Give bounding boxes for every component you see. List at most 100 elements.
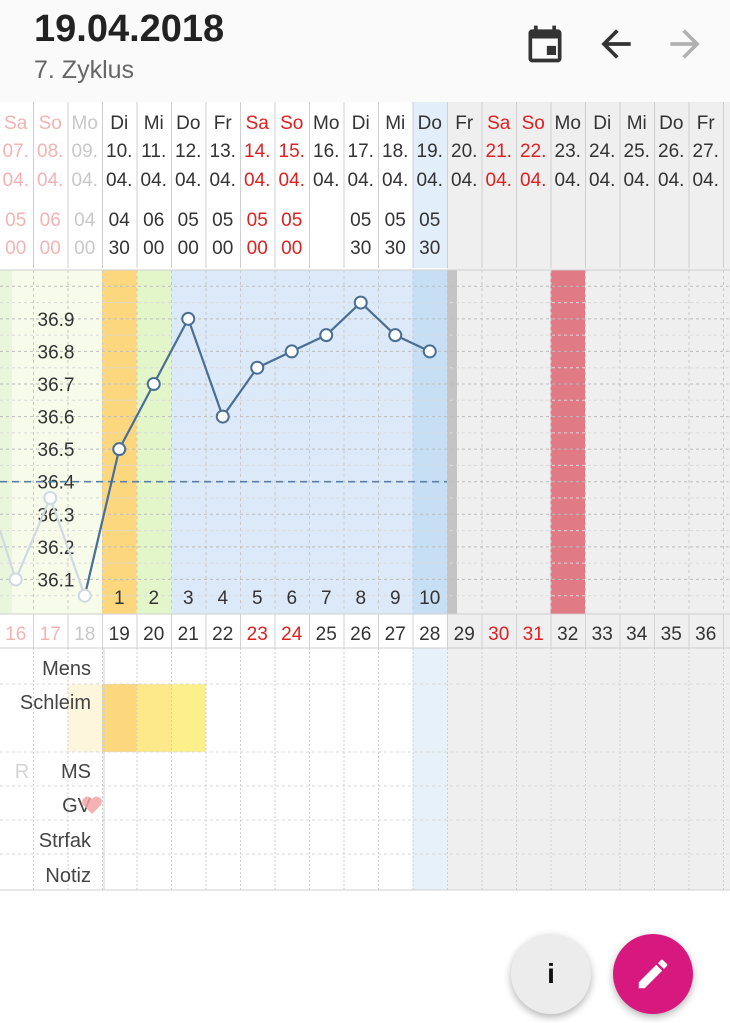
- day-month: 04.: [3, 170, 29, 191]
- high-phase-counter: 4: [217, 588, 228, 609]
- cycle-day-number: 19: [109, 624, 130, 645]
- day-date: 08.: [37, 141, 63, 162]
- row-label-schleim: Schleim: [20, 692, 91, 714]
- high-phase-counter: 5: [252, 588, 263, 609]
- high-phase-counter: 3: [183, 588, 194, 609]
- day-weekday: Do: [176, 113, 200, 134]
- cycle-subtitle: 7. Zyklus: [34, 56, 135, 84]
- day-month: 04.: [451, 170, 477, 191]
- day-month: 04.: [106, 170, 132, 191]
- measure-hour: 04: [109, 210, 131, 231]
- day-month: 04.: [624, 170, 650, 191]
- day-month: 04.: [589, 170, 615, 191]
- arrow-back-icon[interactable]: [594, 22, 638, 66]
- fertile-day1-bg: [102, 270, 137, 614]
- cycle-day-number: 23: [247, 624, 268, 645]
- temperature-point: [215, 409, 230, 424]
- cycle-day-number: 31: [523, 624, 544, 645]
- day-weekday: Mo: [72, 113, 98, 134]
- y-tick-label: 36.5: [38, 440, 75, 461]
- day-month: 04.: [693, 170, 719, 191]
- measure-minute: 00: [178, 238, 199, 259]
- cycle-day-number: 26: [350, 624, 371, 645]
- day-date: 12.: [175, 141, 201, 162]
- today-header-bg: [412, 102, 447, 268]
- high-phase-counter: 6: [286, 588, 297, 609]
- cycle-day-number: 34: [626, 624, 648, 645]
- day-weekday: Do: [659, 113, 683, 134]
- edit-button[interactable]: [613, 934, 693, 1014]
- measure-minute: 00: [212, 238, 233, 259]
- measure-minute: 00: [281, 238, 302, 259]
- temperature-point: [77, 588, 92, 603]
- day-month: 04.: [72, 170, 98, 191]
- day-date: 18.: [382, 141, 408, 162]
- measure-minute: 00: [40, 238, 61, 259]
- y-tick-label: 36.8: [38, 342, 75, 363]
- row-label-notiz: Notiz: [45, 865, 91, 887]
- day-month: 04.: [141, 170, 167, 191]
- measure-hour: 05: [212, 210, 233, 231]
- day-date: 09.: [72, 141, 98, 162]
- temperature-point: [8, 572, 23, 587]
- y-tick-label: 36.7: [38, 375, 75, 396]
- cycle-day-number: 17: [40, 624, 61, 645]
- high-phase-counter: 7: [321, 588, 332, 609]
- day-weekday: Di: [593, 113, 611, 134]
- measure-minute: 00: [247, 238, 268, 259]
- day-month: 04.: [555, 170, 581, 191]
- day-month: 04.: [382, 170, 408, 191]
- fertile-day2-bg: [136, 270, 172, 614]
- day-weekday: Fr: [697, 113, 716, 134]
- day-date: 15.: [279, 141, 305, 162]
- row-label-ms: MS: [61, 761, 91, 783]
- cycle-day-number: 25: [316, 624, 337, 645]
- temperature-point: [43, 491, 58, 505]
- measure-minute: 00: [5, 238, 26, 259]
- day-date: 19.: [417, 141, 443, 162]
- measure-minute: 30: [109, 238, 130, 259]
- cycle-day-number: 16: [5, 624, 26, 645]
- high-phase-counter: 9: [390, 588, 401, 609]
- temperature-point: [388, 328, 403, 343]
- day-month: 04.: [175, 170, 201, 191]
- day-month: 04.: [348, 170, 374, 191]
- measure-hour: 05: [247, 210, 268, 231]
- high-phase-bg: [171, 270, 447, 614]
- day-month: 04.: [244, 170, 270, 191]
- day-month: 04.: [520, 170, 546, 191]
- day-date: 23.: [555, 141, 581, 162]
- day-weekday: Mi: [627, 113, 647, 134]
- cycle-end-marker: [447, 270, 457, 614]
- day-date: 16.: [313, 141, 339, 162]
- temperature-point: [284, 344, 299, 359]
- high-phase-counter: 10: [419, 588, 440, 609]
- cycle-day-number: 30: [488, 624, 509, 645]
- y-tick-label: 36.9: [38, 310, 75, 331]
- chart-svg: Sa07.04.050016So08.04.060017Mo09.04.0400…: [0, 102, 730, 891]
- day-weekday: Do: [418, 113, 442, 134]
- pencil-icon: [638, 959, 668, 989]
- calendar-icon[interactable]: [523, 22, 567, 66]
- measure-hour: 05: [385, 210, 406, 231]
- day-weekday: Mo: [313, 113, 339, 134]
- day-weekday: Fr: [214, 113, 233, 134]
- cycle-chart[interactable]: Sa 07. 04. 05 00 16 So 08. 04. 06 00 17 Mo 09. 04. 04 00…: [0, 102, 730, 892]
- temperature-point: [146, 377, 161, 391]
- future-days-bg: [447, 102, 730, 890]
- day-weekday: Di: [352, 113, 370, 134]
- mucus-cell-2: [136, 684, 171, 752]
- cycle-day-number: 32: [557, 624, 578, 645]
- cycle-day-number: 22: [212, 624, 233, 645]
- day-month: 04.: [486, 170, 512, 191]
- day-date: 07.: [3, 141, 29, 162]
- cycle-day-number: 33: [592, 624, 613, 645]
- prior-phase-edge: [0, 270, 12, 614]
- day-month: 04.: [210, 170, 236, 191]
- cycle-day-number: 35: [661, 624, 682, 645]
- arrow-forward-icon[interactable]: [663, 22, 707, 66]
- high-phase-counter: 1: [114, 588, 125, 609]
- day-month: 04.: [417, 170, 443, 191]
- temperature-point: [250, 360, 265, 375]
- info-button[interactable]: i: [511, 934, 591, 1014]
